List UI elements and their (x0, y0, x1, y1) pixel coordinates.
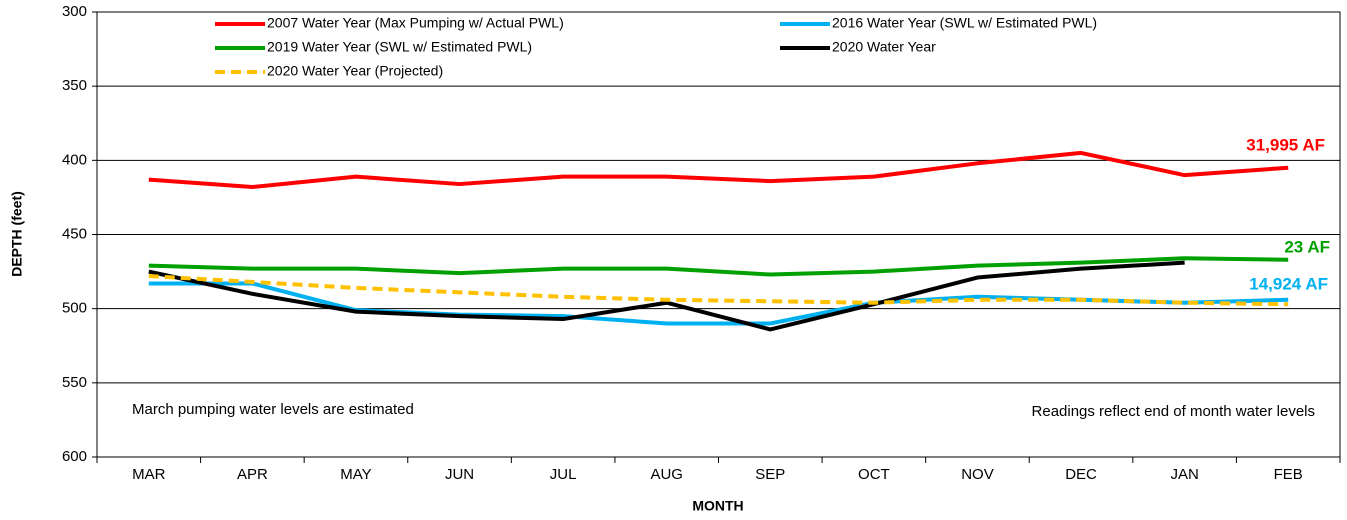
y-tick-label: 550 (62, 374, 87, 391)
y-axis-label: DEPTH (feet) (9, 191, 25, 277)
legend-label: 2020 Water Year (Projected) (267, 63, 443, 79)
series-line (148, 256, 1289, 277)
y-tick-label: 450 (62, 225, 87, 242)
x-tick-label: JAN (1170, 466, 1198, 483)
x-tick-label: MAY (340, 466, 371, 483)
legend-label: 2019 Water Year (SWL w/ Estimated PWL) (267, 39, 532, 55)
x-tick-label: AUG (650, 466, 683, 483)
y-tick-label: 400 (62, 151, 87, 168)
annotation: Readings reflect end of month water leve… (1032, 403, 1315, 420)
x-tick-label: MAR (132, 466, 166, 483)
legend-label: 2016 Water Year (SWL w/ Estimated PWL) (832, 15, 1097, 31)
x-tick-label: DEC (1065, 466, 1097, 483)
x-tick-label: NOV (961, 466, 994, 483)
series-line (148, 150, 1289, 190)
legend-label: 2020 Water Year (832, 39, 936, 55)
x-tick-label: JUN (445, 466, 474, 483)
x-tick-label: JUL (550, 466, 577, 483)
y-tick-label: 500 (62, 300, 87, 317)
y-tick-label: 350 (62, 77, 87, 94)
annotation: 23 AF (1284, 237, 1330, 256)
y-tick-label: 300 (62, 3, 87, 20)
legend-label: 2007 Water Year (Max Pumping w/ Actual P… (267, 15, 564, 31)
x-tick-label: APR (237, 466, 268, 483)
annotation: 31,995 AF (1246, 135, 1325, 154)
annotation: March pumping water levels are estimated (132, 401, 414, 418)
y-tick-label: 600 (62, 448, 87, 465)
series-line (148, 274, 1289, 307)
x-tick-label: OCT (858, 466, 890, 483)
x-axis-label: MONTH (692, 498, 743, 514)
series-line (148, 260, 1185, 332)
x-tick-label: SEP (755, 466, 785, 483)
x-tick-label: FEB (1274, 466, 1303, 483)
annotation: 14,924 AF (1249, 274, 1328, 293)
